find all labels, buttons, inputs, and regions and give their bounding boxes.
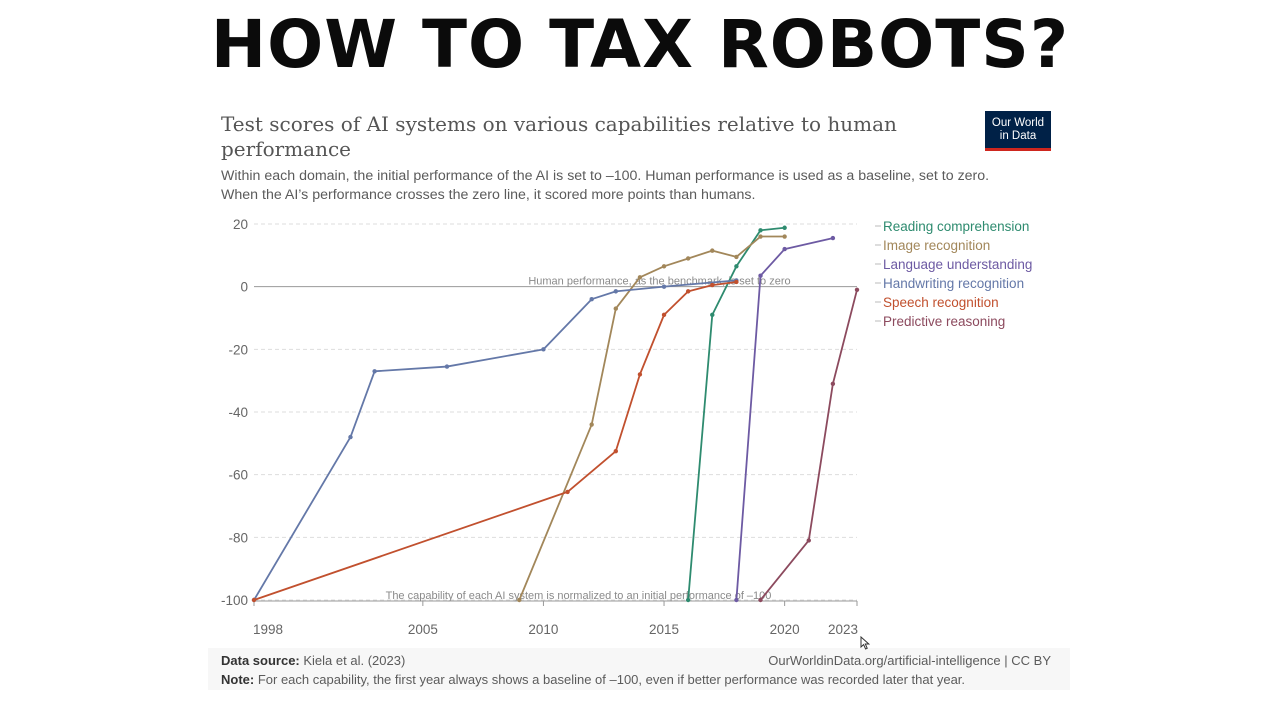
data-point [444, 364, 450, 369]
data-point [854, 287, 860, 292]
x-tick-label: 1998 [253, 622, 283, 637]
data-point [637, 275, 643, 280]
line-chart: 20 0 -20 -40 -60 -80 -100 1998 2005 2010 2015 2020 2… [221, 217, 1032, 637]
data-point [661, 284, 667, 289]
owid-logo[interactable]: Our World in Data [985, 111, 1051, 151]
data-point [685, 256, 691, 261]
data-point [806, 538, 811, 543]
data-point [710, 248, 715, 253]
chart-note: Note: For each capability, the first yea… [221, 672, 965, 687]
data-point [734, 254, 739, 260]
legend-label: Language understanding [883, 257, 1032, 272]
data-point [710, 312, 715, 318]
data-point [661, 264, 667, 269]
data-point [758, 273, 763, 278]
data-point [782, 225, 787, 230]
data-point [758, 597, 763, 603]
annotation-baseline: The capability of each AI system is norm… [386, 590, 772, 602]
series-line-5 [759, 289, 858, 601]
chart-card: Test scores of AI systems on various cap… [208, 100, 1070, 690]
data-point [541, 347, 546, 352]
data-point [710, 282, 715, 288]
data-point [613, 448, 618, 454]
y-tick-label: -80 [228, 530, 248, 545]
data-point [830, 381, 836, 386]
data-point [758, 228, 763, 233]
y-tick-label: -60 [228, 468, 248, 483]
y-tick-label: -20 [228, 342, 248, 357]
mouse-cursor-icon [860, 636, 870, 650]
data-point [637, 372, 643, 377]
legend-label: Image recognition [883, 238, 990, 253]
y-tick-label: -100 [221, 593, 248, 608]
legend-label: Speech recognition [883, 295, 999, 310]
data-point [613, 306, 618, 311]
legend-label: Handwriting recognition [883, 276, 1024, 291]
data-point [758, 234, 763, 239]
data-point [589, 422, 594, 427]
data-point [348, 434, 353, 440]
data-point [685, 289, 691, 294]
logo-line-1: Our World [991, 117, 1045, 129]
data-point [372, 369, 377, 374]
legend-label: Predictive reasoning [883, 314, 1005, 329]
data-source: Data source: Kiela et al. (2023) [221, 653, 405, 668]
data-point [589, 297, 594, 302]
x-tick-label: 2023 [828, 622, 858, 637]
chart-footer: Data source: Kiela et al. (2023) OurWorl… [208, 648, 1070, 690]
data-point [685, 597, 691, 603]
data-point [830, 235, 836, 241]
data-source-label: Data source: [221, 653, 300, 668]
legend-label: Reading comprehension [883, 219, 1029, 234]
y-tick-label: 0 [240, 280, 248, 295]
y-tick-label: 20 [233, 217, 248, 232]
series-line-3 [253, 279, 737, 601]
chart-title: Test scores of AI systems on various cap… [221, 112, 897, 161]
x-tick-label: 2005 [408, 622, 438, 637]
logo-line-2: in Data [999, 129, 1037, 142]
data-source-text[interactable]: Kiela et al. (2023) [303, 653, 406, 668]
data-point [517, 597, 522, 603]
note-label: Note: [221, 672, 255, 687]
data-point [734, 264, 739, 269]
x-tick-label: 2010 [528, 622, 558, 637]
data-point [782, 234, 787, 239]
source-url[interactable]: OurWorldinData.org/artificial-intelligen… [768, 653, 1051, 668]
series-line-1 [518, 235, 785, 601]
series-line-4 [253, 281, 737, 601]
data-point [251, 597, 257, 603]
note-text: For each capability, the first year alwa… [257, 672, 966, 687]
data-point [661, 312, 667, 318]
data-point [734, 597, 739, 603]
x-tick-label: 2020 [770, 622, 800, 637]
series-line-2 [735, 237, 834, 601]
y-tick-label: -40 [228, 405, 248, 420]
x-tick-label: 2015 [649, 622, 679, 637]
subtitle-line-2: When the AI’s performance crosses the ze… [221, 186, 756, 203]
data-point [613, 289, 618, 294]
annotation-zero: Human performance, as the benchmark, is … [528, 276, 790, 288]
data-point [782, 246, 787, 252]
banner-title: HOW TO TAX ROBOTS? [210, 6, 1070, 83]
subtitle-line-1: Within each domain, the initial performa… [221, 168, 990, 184]
data-point [734, 279, 739, 285]
chart-subtitle: Within each domain, the initial performa… [221, 167, 1041, 204]
data-point [565, 489, 570, 495]
